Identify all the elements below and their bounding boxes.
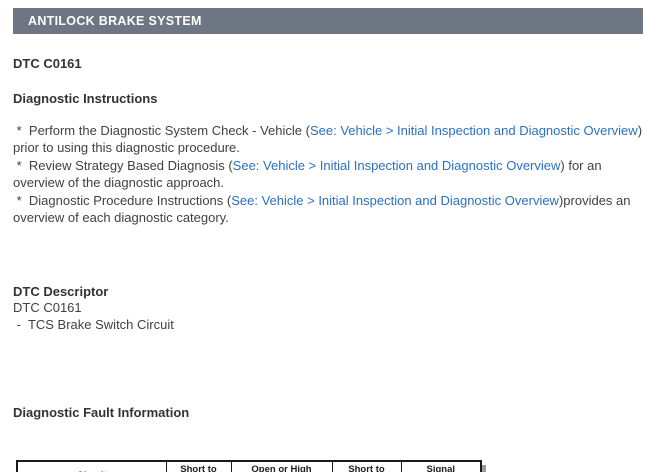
diagnostic-instructions-list: * Perform the Diagnostic System Check - … bbox=[13, 122, 643, 226]
column-header-short-to-voltage: Short to Voltage bbox=[331, 460, 402, 472]
dtc-descriptor-code: DTC C0161 bbox=[13, 300, 82, 316]
instruction-text: )provides an overview of each diagnostic… bbox=[13, 192, 635, 226]
fault-info-table: Circuit Short to Ground Open or High Res… bbox=[16, 460, 482, 472]
dtc-descriptor-heading: DTC Descriptor bbox=[13, 284, 109, 300]
section-header-bar: ANTILOCK BRAKE SYSTEM bbox=[13, 8, 643, 34]
instruction-text: ) prior to using this diagnostic procedu… bbox=[13, 123, 646, 156]
page-content: DTC C0161 Diagnostic Instructions * Perf… bbox=[13, 56, 643, 472]
instruction-text: * Perform the Diagnostic System Check - … bbox=[13, 123, 310, 138]
column-header-signal-performance: Signal Performance bbox=[400, 460, 482, 472]
dtc-code-title: DTC C0161 bbox=[13, 56, 82, 71]
instruction-item: * Diagnostic Procedure Instructions (See… bbox=[13, 192, 643, 227]
diagnostic-instructions-heading: Diagnostic Instructions bbox=[13, 91, 158, 106]
instruction-item: * Review Strategy Based Diagnosis (See: … bbox=[13, 157, 643, 192]
instruction-text: * Review Strategy Based Diagnosis ( bbox=[13, 157, 233, 173]
column-header-open-or-high-resistance: Open or High Resistance bbox=[230, 460, 333, 472]
instruction-text: * Diagnostic Procedure Instructions ( bbox=[13, 192, 232, 208]
section-title: ANTILOCK BRAKE SYSTEM bbox=[28, 14, 202, 28]
instruction-item: * Perform the Diagnostic System Check - … bbox=[13, 122, 643, 157]
column-header-circuit: Circuit bbox=[16, 460, 167, 472]
vehicle-overview-link[interactable]: See: Vehicle > Initial Inspection and Di… bbox=[231, 192, 559, 208]
table-header-row: Circuit Short to Ground Open or High Res… bbox=[16, 460, 482, 472]
dtc-descriptor-text: - TCS Brake Switch Circuit bbox=[13, 317, 174, 333]
fault-information-heading: Diagnostic Fault Information bbox=[13, 405, 190, 421]
vehicle-overview-link[interactable]: See: Vehicle > Initial Inspection and Di… bbox=[232, 157, 561, 173]
instruction-text: ) for an overview of the diagnostic appr… bbox=[13, 157, 606, 191]
vehicle-overview-link[interactable]: See: Vehicle > Initial Inspection and Di… bbox=[309, 123, 638, 138]
column-header-short-to-ground: Short to Ground bbox=[165, 460, 232, 472]
